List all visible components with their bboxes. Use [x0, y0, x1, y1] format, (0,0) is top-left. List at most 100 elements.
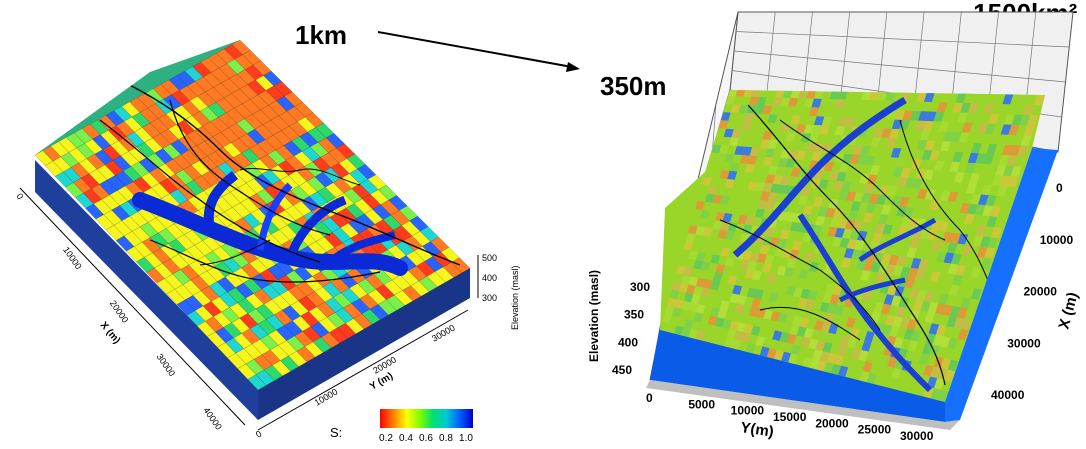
surface-cell [783, 294, 794, 306]
surface-cell [909, 237, 920, 249]
surface-cell [838, 190, 849, 201]
surface-cell [162, 143, 182, 160]
surface-cell [961, 244, 973, 256]
surface-cell [817, 206, 829, 217]
surface-cell [210, 116, 230, 133]
surface-cell [806, 90, 817, 99]
surface-cell [759, 346, 770, 357]
surface-cell [907, 267, 919, 279]
tick-label: 0.2 [379, 433, 393, 444]
surface-cell [970, 143, 982, 154]
surface-cell [875, 272, 886, 284]
surface-cell [880, 204, 892, 215]
surface-cell [122, 166, 142, 182]
surface-cell [868, 91, 880, 101]
surface-cell [900, 167, 911, 178]
surface-cell [899, 317, 910, 329]
surface-cell [790, 167, 801, 178]
surface-cell [786, 258, 797, 269]
surface-cell [715, 290, 725, 301]
surface-cell [970, 288, 982, 300]
right-x-ticks: 0 10000 20000 30000 40000 [991, 181, 1073, 402]
surface-cell [741, 121, 752, 131]
surface-cell [926, 354, 937, 367]
surface-cell [992, 175, 1003, 186]
surface-cell [974, 204, 986, 216]
surface-cell [674, 299, 684, 310]
surface-cell [717, 255, 728, 266]
surface-cell [811, 98, 822, 108]
surface-cell [732, 179, 743, 189]
surface-cell [712, 194, 723, 204]
surface-cell [804, 299, 816, 310]
surface-cell [889, 325, 900, 338]
surface-cell [762, 182, 773, 193]
surface-cell [927, 302, 939, 314]
surface-cell [743, 90, 754, 97]
surface-cell [789, 249, 800, 260]
surface-cell [757, 199, 768, 210]
surface-cell [955, 264, 966, 276]
surface-cell [999, 175, 1011, 187]
surface-cell [922, 120, 934, 131]
surface-cell [936, 150, 948, 162]
surface-cell [925, 333, 936, 345]
surface-cell [891, 295, 902, 307]
surface-cell [309, 142, 329, 158]
surface-cell [426, 271, 446, 288]
surface-cell [744, 215, 755, 226]
surface-cell [804, 251, 815, 262]
surface-cell [751, 270, 762, 281]
surface-cell [834, 99, 846, 109]
surface-cell [951, 253, 962, 265]
surface-cell [743, 323, 754, 335]
tick-label: 10000 [313, 387, 340, 408]
surface-cell [948, 284, 960, 296]
surface-cell [707, 185, 718, 195]
surface-cell [850, 201, 862, 212]
surface-cell [777, 184, 788, 194]
surface-cell [852, 145, 863, 155]
surface-cell [847, 337, 858, 349]
surface-cell [861, 192, 872, 203]
surface-cell [803, 327, 814, 339]
surface-cell [807, 290, 818, 301]
tick-label: 400 [482, 273, 497, 283]
surface-cell [693, 312, 703, 323]
tick-label: 0 [1056, 181, 1063, 195]
surface-cell [963, 93, 975, 104]
surface-cell [923, 290, 935, 303]
surface-cell [184, 66, 204, 82]
grid-line [712, 103, 717, 151]
surface-cell [942, 231, 954, 243]
tick-label: 0 [646, 391, 653, 405]
surface-cell [955, 192, 966, 203]
surface-cell [983, 103, 995, 114]
surface-cell [791, 240, 803, 251]
surface-cell [878, 137, 889, 148]
surface-cell [1033, 94, 1045, 106]
surface-cell [754, 261, 765, 272]
grid-line [735, 31, 1070, 48]
surface-cell [833, 354, 845, 366]
surface-cell [885, 214, 896, 226]
surface-cell [136, 142, 156, 158]
surface-cell [995, 164, 1007, 176]
surface-cell [877, 213, 889, 225]
surface-cell [831, 162, 842, 172]
surface-cell [883, 294, 895, 306]
surface-cell [722, 318, 732, 330]
surface-cell [1005, 134, 1017, 146]
surface-cell [681, 249, 691, 259]
tick-label: 1.0 [459, 433, 473, 444]
surface-cell [900, 216, 912, 228]
surface-cell [866, 372, 877, 384]
surface-cell [803, 124, 814, 134]
surface-cell [922, 364, 934, 377]
surface-cell [833, 180, 844, 191]
surface-cell [854, 239, 865, 251]
surface-cell [440, 246, 460, 263]
surface-cell [934, 378, 945, 391]
tick-label: 20000 [815, 416, 849, 430]
surface-cell [767, 139, 778, 149]
